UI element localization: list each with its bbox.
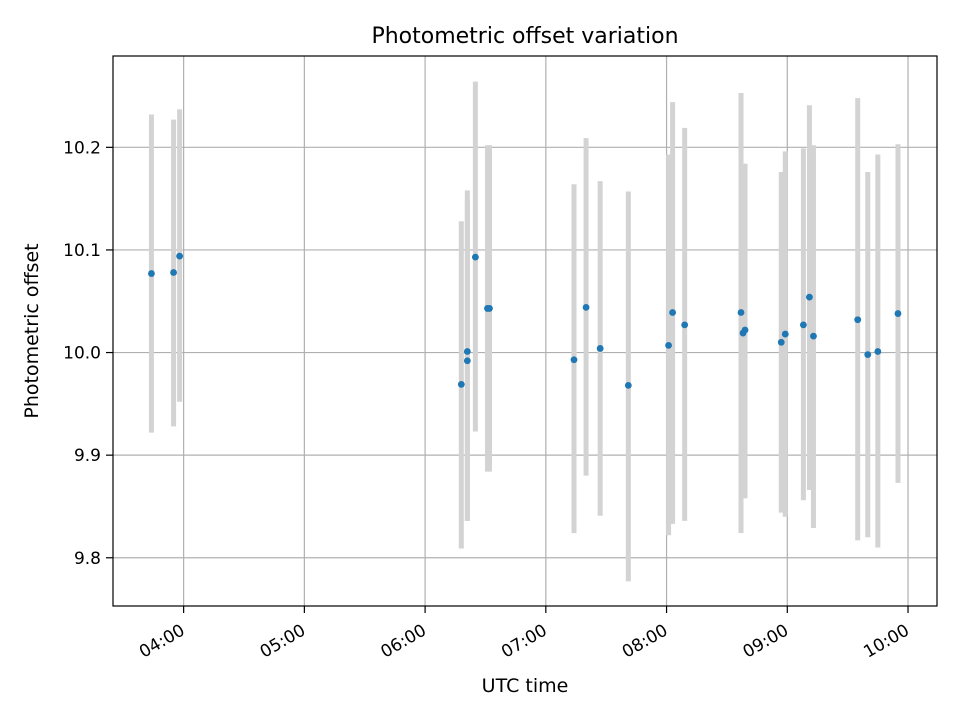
y-tick-label: 10.1 — [63, 241, 101, 261]
data-point — [741, 326, 749, 334]
data-point — [596, 345, 604, 352]
chart-title: Photometric offset variation — [371, 24, 678, 49]
data-point — [570, 356, 578, 364]
data-point — [170, 269, 177, 276]
data-point — [806, 293, 813, 301]
data-point — [894, 310, 902, 317]
data-point — [624, 381, 632, 389]
data-point — [810, 332, 817, 340]
data-point — [777, 338, 785, 346]
data-point — [781, 330, 789, 338]
data-point — [582, 303, 590, 311]
y-tick-layer: 9.8 9.9 10.0 10.1 10.2 — [63, 138, 113, 569]
data-point — [874, 348, 882, 355]
data-point — [176, 252, 184, 260]
plot-frame — [112, 55, 938, 607]
data-point — [463, 357, 471, 365]
x-axis-label: UTC time — [482, 675, 569, 697]
data-point — [471, 253, 479, 261]
y-axis-label: Photometric offset — [21, 243, 43, 418]
data-point — [854, 316, 862, 324]
data-point — [737, 309, 745, 316]
y-tick-label: 10.0 — [63, 344, 101, 364]
data-point — [463, 348, 471, 355]
y-tick-label: 10.2 — [63, 138, 101, 158]
data-point — [669, 309, 676, 316]
marker-layer — [148, 252, 902, 389]
y-tick-label: 9.9 — [74, 446, 101, 466]
data-point — [799, 321, 807, 329]
y-tick-label: 9.8 — [74, 549, 101, 569]
data-point — [665, 341, 672, 349]
data-point — [457, 380, 465, 388]
data-point — [681, 321, 689, 329]
data-point — [486, 305, 493, 312]
data-point — [864, 351, 872, 359]
data-point — [148, 270, 155, 277]
